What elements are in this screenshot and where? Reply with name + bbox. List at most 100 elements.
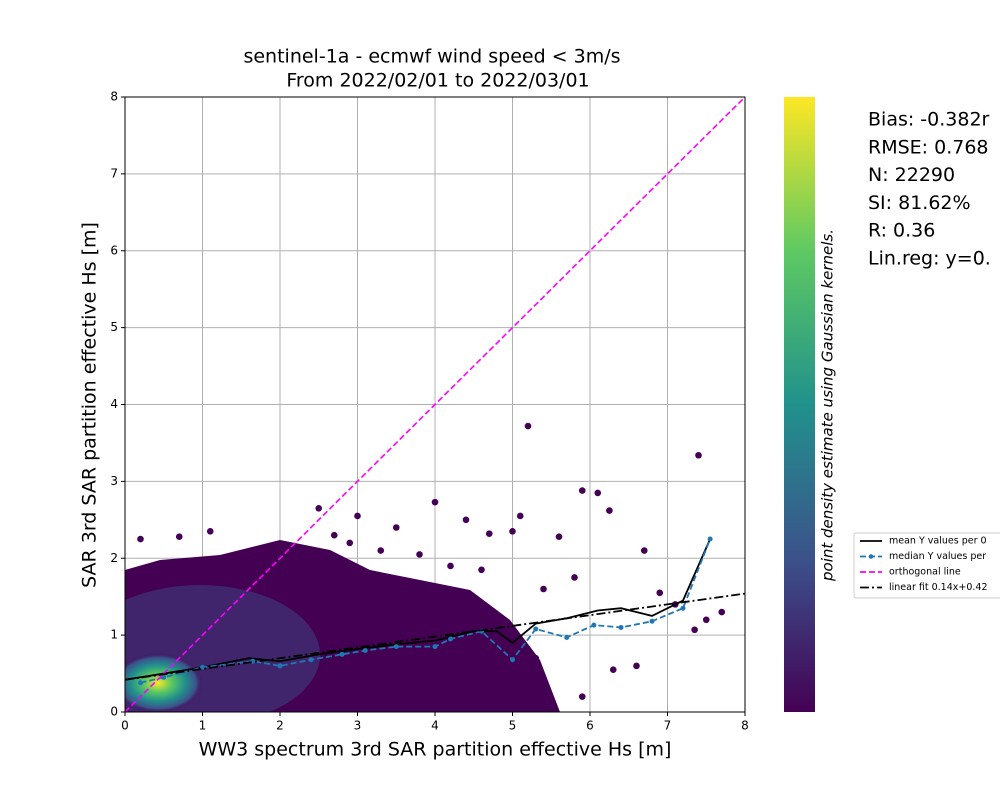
x-tick-label: 4 (431, 719, 439, 733)
legend: mean Y values per 0 median Y values per or… (853, 532, 1000, 599)
y-tick-label: 0 (110, 705, 118, 719)
scatter-point (485, 530, 493, 537)
y-tick-label: 5 (110, 320, 118, 334)
scatter-point (640, 547, 648, 554)
series-marker (432, 644, 438, 650)
density-cloud (125, 540, 560, 712)
stat-text: RMSE: 0.768 (868, 136, 989, 158)
series-marker (308, 657, 314, 663)
x-tick-label: 8 (741, 719, 749, 733)
series-marker (649, 618, 655, 624)
y-tick-label: 4 (110, 397, 118, 411)
x-tick-label: 6 (586, 719, 594, 733)
scatter-point (594, 489, 602, 497)
series-marker (339, 651, 345, 657)
scatter-point (478, 566, 485, 574)
scatter-point (633, 662, 640, 670)
x-tick-label: 0 (121, 719, 129, 733)
scatter-point (578, 693, 586, 700)
chart-subtitle: From 2022/02/01 to 2022/03/01 (286, 70, 589, 92)
y-tick-label: 1 (110, 628, 118, 642)
series-marker (564, 634, 570, 640)
legend-label: orthogonal line (889, 567, 961, 578)
series-marker (618, 624, 624, 630)
x-tick-label: 3 (354, 719, 362, 733)
scatter-point (354, 512, 361, 520)
scatter-point (330, 531, 338, 539)
series-line (124, 592, 746, 681)
scatter-point (377, 547, 385, 554)
series-marker (393, 644, 399, 650)
y-tick-label: 6 (110, 243, 118, 257)
series-marker (680, 605, 686, 611)
density-core (125, 653, 203, 712)
scatter-point (691, 626, 698, 634)
scatter-point (206, 528, 214, 535)
legend-marker (868, 554, 874, 559)
scatter-point (524, 422, 532, 430)
marks (124, 96, 746, 713)
scatter-point (609, 666, 617, 674)
scatter-point (555, 533, 563, 541)
legend-box (853, 532, 1000, 599)
scatter-point (547, 701, 555, 708)
series-marker (138, 680, 143, 686)
scatter-point (509, 528, 516, 535)
y-tick-label: 7 (110, 166, 118, 180)
scatter-point (423, 701, 431, 708)
y-tick-label: 2 (110, 551, 118, 565)
series-marker (161, 674, 167, 680)
scatter-point (292, 704, 299, 712)
y-tick-label: 8 (110, 90, 118, 104)
legend-label: mean Y values per 0 (889, 536, 987, 547)
x-tick-label: 5 (509, 719, 517, 733)
series-marker (362, 648, 368, 653)
scatter-point (447, 562, 454, 570)
colorbar-label: point density estimate using Gaussian ke… (819, 229, 837, 582)
series-marker (533, 626, 539, 632)
scatter-point (606, 507, 613, 514)
x-tick-label: 2 (276, 719, 284, 733)
scatter-point (571, 574, 578, 581)
y-tick-label: 3 (110, 474, 118, 488)
stats: Bias: -0.382r RMSE: 0.768 N: 22290 SI: 81.6… (868, 109, 991, 270)
x-tick-label: 1 (199, 719, 207, 733)
scatter-point (540, 585, 547, 593)
x-axis-label: WW3 spectrum 3rd SAR partition effective… (199, 739, 672, 761)
stat-text: N: 22290 (868, 164, 955, 186)
series-marker (200, 664, 205, 670)
scatter-point (462, 516, 470, 524)
scatter-point (501, 677, 509, 685)
scatter-point (137, 535, 144, 543)
scatter-point (532, 654, 540, 662)
series-marker (707, 536, 713, 542)
series-marker (277, 663, 283, 669)
scatter-point (416, 551, 423, 558)
scatter-point (656, 589, 664, 597)
chart-title: sentinel-1a - ecmwf wind speed < 3m/s (243, 46, 620, 68)
dense-points (125, 540, 560, 712)
series-marker (510, 657, 515, 663)
scatter-point (346, 539, 354, 547)
x-tick-label: 7 (664, 719, 672, 733)
scatter-point (470, 697, 478, 704)
stat-text: R: 0.36 (868, 220, 935, 242)
scatter-point (695, 451, 702, 459)
y-axis-label: SAR 3rd SAR partition effective Hs [m] (79, 222, 101, 588)
series-line (140, 538, 711, 684)
series-line (124, 96, 746, 713)
series-marker (448, 636, 453, 642)
stat-text: Bias: -0.382r (868, 109, 990, 131)
scatter-point (431, 498, 439, 506)
scatter-point (175, 533, 183, 541)
stat-text: SI: 81.62% (868, 192, 971, 214)
scatter-point (718, 608, 726, 616)
scatter-point (516, 512, 524, 520)
legend-label: median Y values per (889, 551, 986, 562)
colorbar (784, 97, 815, 712)
scatter-point (392, 524, 400, 531)
scatter-point (578, 487, 586, 494)
stat-text: Lin.reg: y=0. (868, 248, 991, 270)
legend-label: linear fit 0.14x+0.42 (889, 582, 988, 593)
